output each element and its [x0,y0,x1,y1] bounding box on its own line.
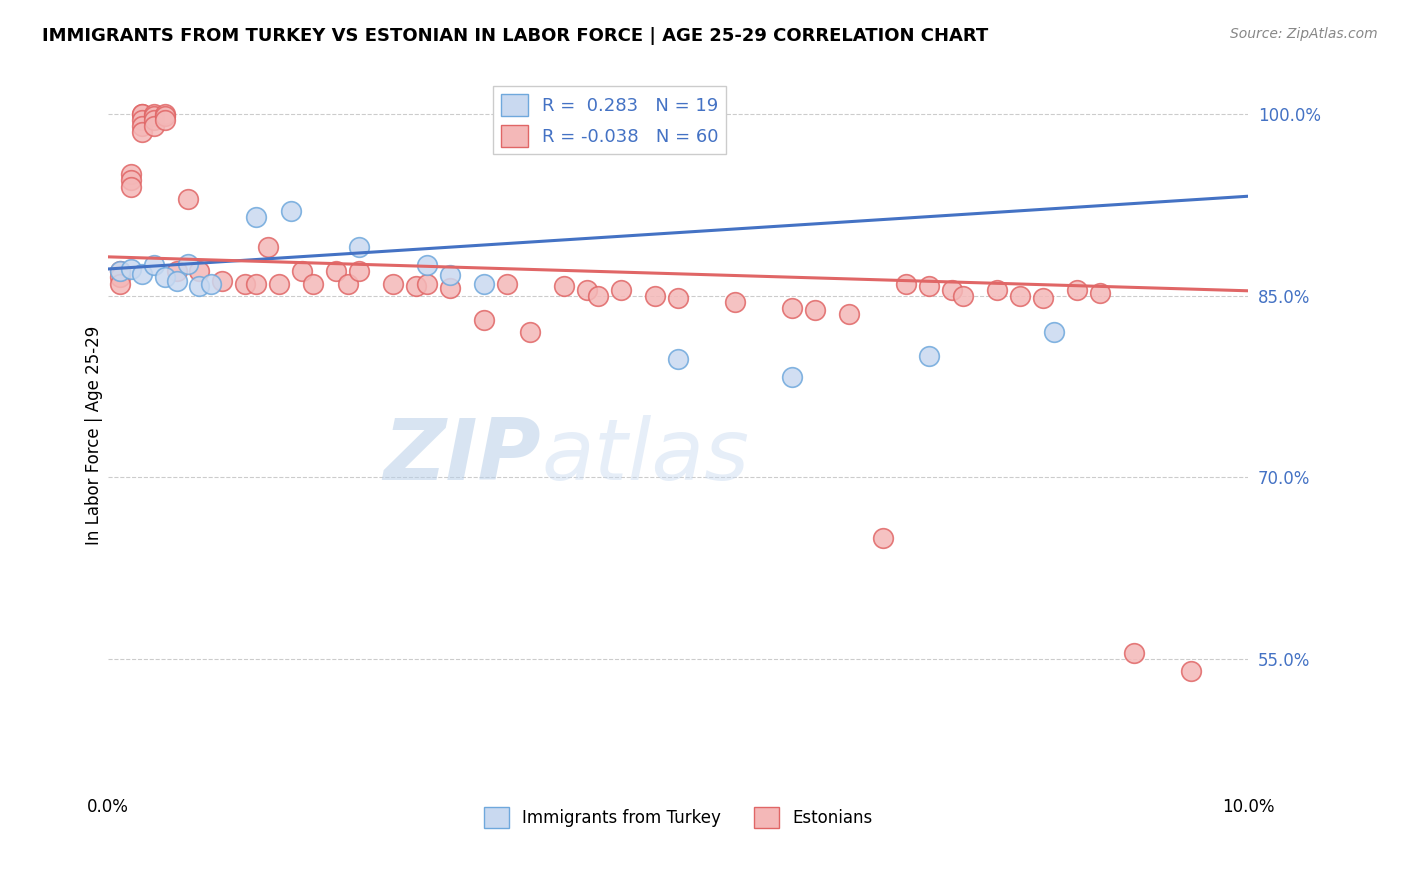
Point [405,279,427,293]
Point [108,270,131,285]
Text: Source: ZipAtlas.com: Source: ZipAtlas.com [1230,27,1378,41]
Point [108,264,131,278]
Point [131,107,153,121]
Point [188,279,211,293]
Point [153,107,176,121]
Point [416,277,439,291]
Point [416,258,439,272]
Point [188,264,211,278]
Point [439,281,461,295]
Point [575,283,598,297]
Y-axis label: In Labor Force | Age 25-29: In Labor Force | Age 25-29 [86,326,103,545]
Point [439,268,461,282]
Point [780,301,803,315]
Point [872,531,894,545]
Point [280,203,302,218]
Point [1032,291,1054,305]
Point [131,119,153,133]
Point [1008,288,1031,302]
Point [131,112,153,127]
Point [1123,646,1146,660]
Point [166,274,188,288]
Point [291,264,314,278]
Point [302,277,325,291]
Point [472,277,495,291]
Point [644,288,666,302]
Point [269,277,291,291]
Point [120,173,142,187]
Point [108,277,131,291]
Point [666,291,689,305]
Point [952,288,974,302]
Point [245,277,267,291]
Point [918,279,941,293]
Point [245,210,267,224]
Point [382,277,405,291]
Point [131,125,153,139]
Point [142,107,165,121]
Point [894,277,917,291]
Point [142,119,165,133]
Point [780,369,803,384]
Point [336,277,359,291]
Point [838,307,860,321]
Point [120,168,142,182]
Point [142,112,165,127]
Point [724,294,747,309]
Point [941,283,963,297]
Point [472,313,495,327]
Point [142,258,165,272]
Point [666,351,689,366]
Point [1066,283,1088,297]
Point [325,264,347,278]
Point [142,109,165,123]
Point [108,264,131,278]
Text: ZIP: ZIP [384,415,541,498]
Point [131,107,153,121]
Point [496,277,519,291]
Text: IMMIGRANTS FROM TURKEY VS ESTONIAN IN LABOR FORCE | AGE 25-29 CORRELATION CHART: IMMIGRANTS FROM TURKEY VS ESTONIAN IN LA… [42,27,988,45]
Point [1043,325,1066,339]
Point [918,349,941,363]
Point [131,267,153,281]
Point [1180,665,1202,679]
Text: atlas: atlas [541,415,749,498]
Point [588,288,610,302]
Point [177,257,200,271]
Point [120,262,142,277]
Point [153,112,176,127]
Point [120,179,142,194]
Point [986,283,1008,297]
Point [153,270,176,285]
Point [347,240,370,254]
Point [1088,286,1111,301]
Point [153,109,176,123]
Point [519,325,541,339]
Point [256,240,278,254]
Point [166,264,188,278]
Point [553,279,575,293]
Point [177,192,200,206]
Legend: Immigrants from Turkey, Estonians: Immigrants from Turkey, Estonians [477,801,879,834]
Point [233,277,256,291]
Point [211,274,233,288]
Point [200,277,222,291]
Point [347,264,370,278]
Point [610,283,633,297]
Point [804,303,827,318]
